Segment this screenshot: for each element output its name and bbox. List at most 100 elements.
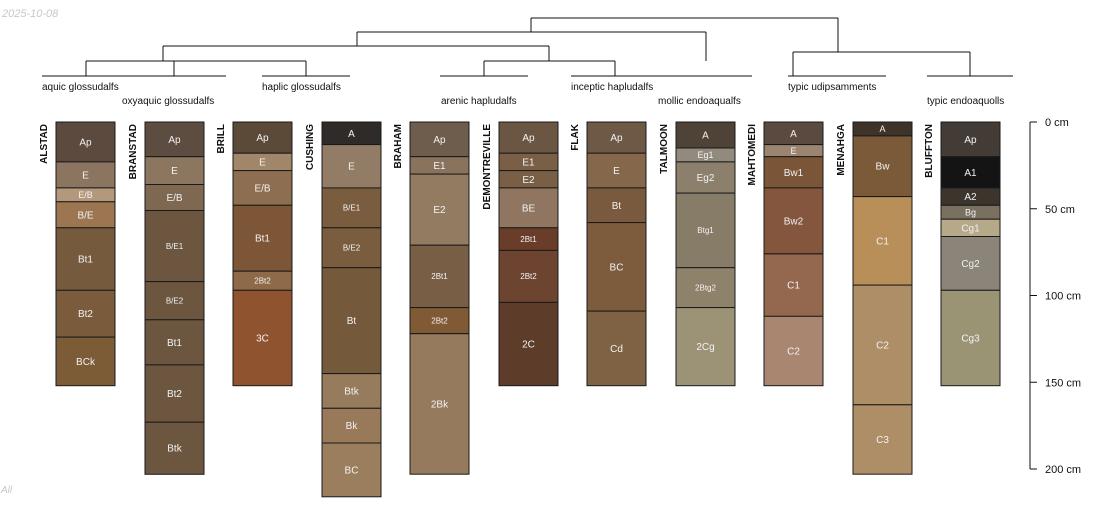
taxon-label: aquic glossudalfs [42,82,119,93]
depth-tick-label: 100 cm [1045,291,1081,303]
horizon-label: A [702,131,709,142]
horizon-label: BC [610,262,624,273]
horizon-label: E2 [433,205,446,216]
horizon-label: Bt [347,316,357,327]
horizon-block [763,315,824,387]
horizon-block [232,170,293,206]
horizon-label: Ap [964,135,977,146]
horizon-label: 2Bk [431,399,449,410]
horizon-label: 2C [522,340,535,351]
soil-profile: Ap E E/B B/E Bt1 Bt2 BCk ALSTAD [39,121,116,387]
horizon-label: BE [522,203,536,214]
horizon-label: E1 [522,157,535,168]
profile-name: MENAHGA [836,124,847,176]
horizon-block [675,192,736,269]
horizon-block [763,187,824,255]
horizon-block [144,319,205,366]
horizon-block [675,307,736,387]
horizon-block [675,267,736,309]
horizon-label: Btg1 [697,226,714,235]
horizon-label: E [348,162,355,173]
horizon-block [144,210,205,283]
horizon-label: Ap [79,138,92,149]
horizon-label: Bg [965,207,976,217]
horizon-block [55,336,116,387]
horizon-block [498,301,559,387]
depth-tick-label: 0 cm [1045,117,1069,129]
horizon-block [144,184,205,211]
depth-tick-label: 200 cm [1045,464,1081,476]
horizon-label: C2 [787,347,800,358]
dendrogram-root-link [530,17,839,52]
taxon-label: mollic endoaqualfs [658,96,741,107]
horizon-block [763,156,824,189]
soil-profile: A Bw C1 C2 C3 MENAHGA [836,121,913,475]
horizon-block [675,121,736,149]
dendrogram-udipsamment-link [792,51,971,76]
horizon-label: Bt [612,201,622,212]
horizon-label: Bt1 [78,255,93,266]
corner-label: All [1,485,13,496]
horizon-block [940,156,1001,189]
horizon-block [586,222,647,312]
horizon-block [586,310,647,387]
depth-tick-label: 150 cm [1045,377,1081,389]
horizon-label: BC [345,465,359,476]
horizon-label: Ap [610,133,623,144]
taxon-label: typic udipsamments [788,82,876,93]
horizon-label: 2Bt2 [520,272,537,281]
taxon-label: inceptic hapludalfs [571,82,653,93]
horizon-label: E1 [433,161,446,172]
horizon-label: B/E2 [166,297,184,306]
soil-profile: A E B/E1 B/E2 Bt Btk Bk BC CUSHING [305,121,382,498]
depth-tick-label: 50 cm [1045,204,1075,216]
horizon-label: Bt1 [255,234,270,245]
horizon-label: A [348,129,355,140]
horizon-label: 2Bt1 [520,235,537,244]
horizon-block [144,156,205,185]
profile-name: BRILL [216,124,227,153]
horizon-block [321,373,382,409]
horizon-block [232,204,293,272]
horizon-label: Ap [168,135,181,146]
horizon-label: Bk [346,421,359,432]
horizon-block [321,442,382,498]
horizon-label: Cd [610,344,623,355]
horizon-label: E [171,166,178,177]
horizon-label: Bw1 [784,168,804,179]
soil-profile: Ap E E/B B/E1 B/E2 Bt1 Bt2 Btk BRANSTAD [128,121,205,475]
profiles: Ap E E/B B/E Bt1 Bt2 BCk ALSTAD Ap E E/B B/E1 B/E2 Bt… [39,121,1001,498]
horizon-label: E/B [78,190,93,200]
horizon-block [409,173,470,246]
horizon-label: Bw [876,162,891,173]
profile-name: BRAHAM [393,124,404,168]
soil-profile: AE Bw1 Bw2 C1 C2 MAHTOMEDI [747,121,824,387]
horizon-label: 3C [256,334,269,345]
horizon-label: E [790,146,796,156]
horizon-block [321,144,382,189]
horizon-block [144,421,205,475]
horizon-label: 2Bt1 [431,272,448,281]
horizon-label: 2Btg2 [695,284,716,293]
horizon-label: Bt1 [167,338,182,349]
horizon-label: Cg2 [961,259,980,270]
horizon-label: Btk [344,386,359,397]
horizon-label: E [259,157,266,168]
horizon-block [321,407,382,444]
soil-profile: Ap E1 E2 BE 2Bt1 2Bt2 2C DEMONTREVILLE [482,121,559,387]
soil-profile: A Eg1 Eg2 Btg1 2Btg2 2Cg TALMOON [659,121,736,387]
horizon-block [940,121,1001,158]
horizon-label: 2Bt2 [431,317,448,326]
dendrogram-hapludalf-link [483,60,616,76]
horizon-label: C1 [876,236,889,247]
horizon-label: E [613,166,620,177]
horizon-label: 2Bt2 [254,277,271,286]
profile-name: ALSTAD [39,124,50,164]
horizon-label: Cg1 [961,223,980,234]
horizon-label: A1 [964,168,977,179]
horizon-label: Cg3 [961,334,980,345]
horizon-block [852,404,913,475]
horizon-block [675,161,736,194]
